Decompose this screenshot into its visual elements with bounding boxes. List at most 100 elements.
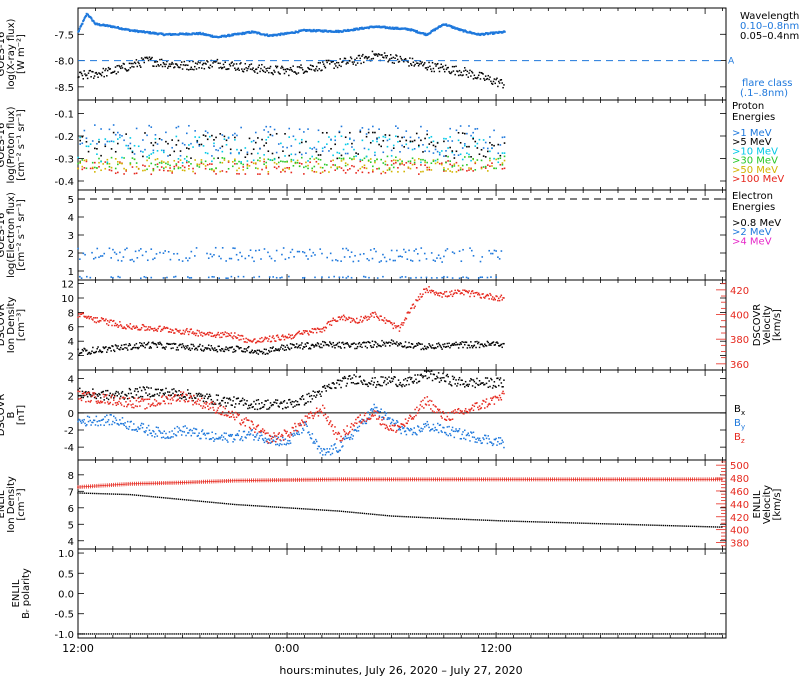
data-point bbox=[152, 403, 154, 405]
data-point bbox=[91, 350, 93, 352]
data-point bbox=[426, 169, 428, 171]
data-point bbox=[165, 163, 167, 165]
data-point bbox=[163, 170, 165, 172]
data-point bbox=[415, 379, 417, 381]
data-point bbox=[312, 328, 314, 330]
data-point bbox=[479, 153, 481, 155]
data-point bbox=[112, 277, 114, 279]
data-point bbox=[346, 248, 348, 250]
data-point bbox=[371, 315, 373, 317]
data-point bbox=[479, 72, 481, 74]
data-point bbox=[473, 293, 475, 295]
data-point bbox=[391, 171, 393, 173]
data-point bbox=[440, 380, 442, 382]
data-point bbox=[306, 71, 308, 73]
data-point bbox=[170, 399, 172, 401]
data-point bbox=[307, 165, 309, 167]
data-point bbox=[173, 388, 175, 390]
data-point bbox=[196, 393, 198, 395]
data-point bbox=[378, 318, 380, 320]
data-point bbox=[493, 145, 495, 147]
data-point bbox=[114, 325, 116, 327]
data-point bbox=[458, 154, 460, 156]
data-point bbox=[424, 253, 426, 255]
data-point bbox=[380, 376, 382, 378]
data-point bbox=[423, 376, 425, 378]
data-point bbox=[231, 61, 233, 63]
data-point bbox=[211, 256, 213, 258]
data-point bbox=[431, 252, 433, 254]
data-point bbox=[414, 64, 416, 66]
data-point bbox=[173, 160, 175, 162]
data-point bbox=[150, 277, 152, 279]
data-point bbox=[323, 386, 325, 388]
data-point bbox=[79, 388, 81, 390]
data-point bbox=[334, 136, 336, 138]
data-point bbox=[90, 76, 92, 78]
data-point bbox=[211, 66, 213, 68]
data-point bbox=[398, 429, 400, 431]
data-point bbox=[259, 148, 261, 150]
data-point bbox=[126, 324, 128, 326]
data-point bbox=[83, 313, 85, 315]
data-point bbox=[104, 138, 106, 140]
data-point bbox=[460, 169, 462, 171]
data-point bbox=[238, 435, 240, 437]
data-point bbox=[290, 402, 292, 404]
data-point bbox=[302, 333, 304, 335]
data-point bbox=[159, 162, 161, 164]
data-point bbox=[458, 165, 460, 167]
data-point bbox=[210, 332, 212, 334]
data-point bbox=[451, 150, 453, 152]
data-point bbox=[378, 144, 380, 146]
data-point bbox=[393, 378, 395, 380]
data-point bbox=[372, 169, 374, 171]
data-point bbox=[167, 391, 169, 393]
data-point bbox=[272, 276, 274, 278]
data-point bbox=[116, 405, 118, 407]
data-point bbox=[267, 399, 269, 401]
data-point bbox=[347, 276, 349, 278]
data-point bbox=[452, 376, 454, 378]
data-point bbox=[318, 62, 320, 64]
data-point bbox=[441, 277, 443, 279]
data-point bbox=[504, 136, 506, 138]
data-point bbox=[472, 436, 474, 438]
data-point bbox=[246, 70, 248, 72]
data-point bbox=[228, 168, 230, 170]
data-point bbox=[114, 396, 116, 398]
data-point bbox=[461, 380, 463, 382]
data-point bbox=[427, 289, 429, 291]
data-point bbox=[443, 276, 445, 278]
data-point bbox=[80, 421, 82, 423]
data-point bbox=[483, 346, 485, 348]
data-point bbox=[291, 404, 293, 406]
data-point bbox=[164, 348, 166, 350]
data-point bbox=[303, 398, 305, 400]
data-point bbox=[130, 389, 132, 391]
data-point bbox=[393, 328, 395, 330]
data-point bbox=[251, 63, 253, 65]
data-point bbox=[400, 327, 402, 329]
data-point bbox=[359, 346, 361, 348]
data-point bbox=[449, 164, 451, 166]
data-point bbox=[213, 139, 215, 141]
data-point bbox=[502, 152, 504, 154]
data-point bbox=[238, 414, 240, 416]
data-point bbox=[139, 405, 141, 407]
data-point bbox=[150, 396, 152, 398]
data-point bbox=[188, 69, 190, 71]
data-point bbox=[265, 72, 267, 74]
data-point bbox=[499, 258, 501, 260]
data-point bbox=[441, 164, 443, 166]
data-point bbox=[384, 380, 386, 382]
data-point bbox=[150, 347, 152, 349]
data-point bbox=[85, 401, 87, 403]
data-point bbox=[159, 342, 161, 344]
data-point bbox=[94, 167, 96, 169]
data-point bbox=[329, 63, 331, 65]
data-point bbox=[489, 76, 491, 78]
data-point bbox=[79, 137, 81, 139]
data-point bbox=[146, 427, 148, 429]
data-point bbox=[314, 277, 316, 279]
